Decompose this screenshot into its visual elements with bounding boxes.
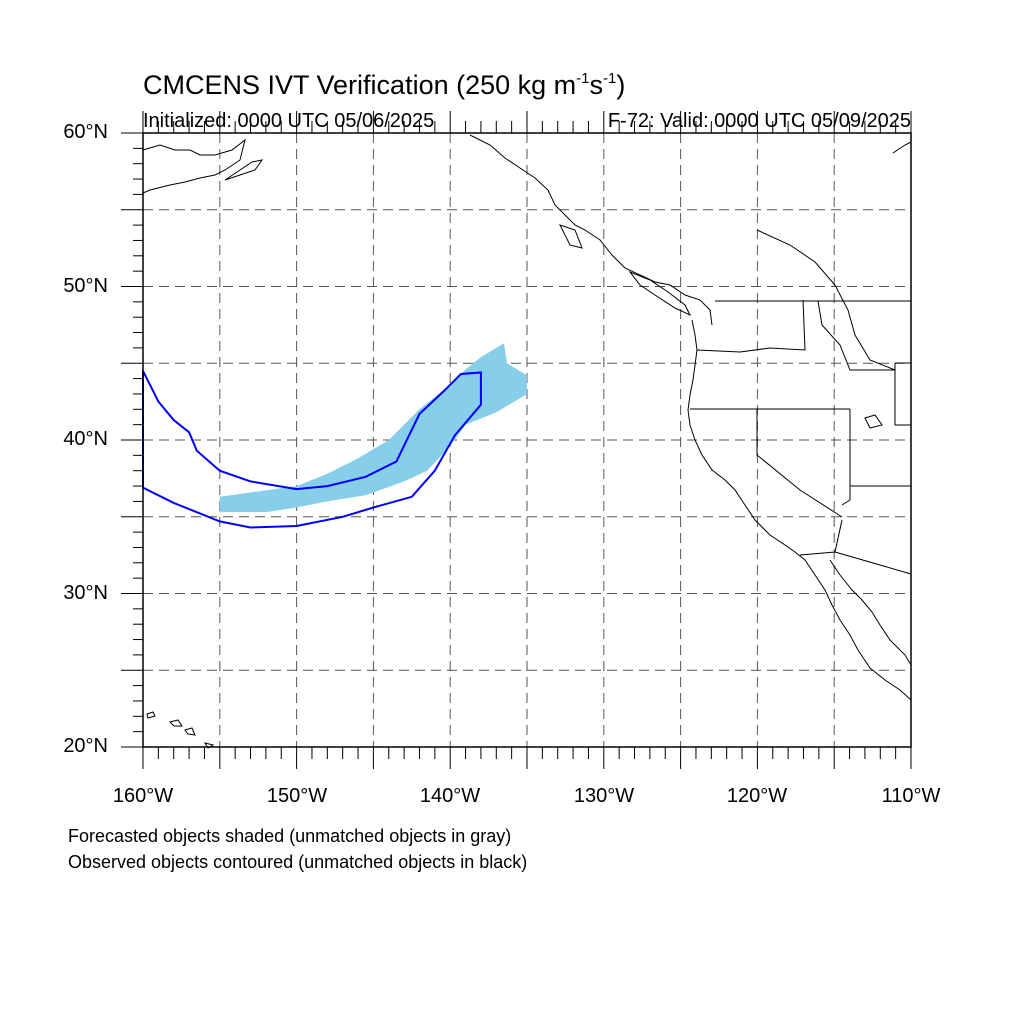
coastline-canada-northeast [892, 141, 912, 154]
title-end: ) [616, 70, 626, 100]
coastline-us-west [687, 319, 912, 701]
title-sup-2: -1 [603, 70, 617, 87]
subtitle-initialized: Initialized: 0000 UTC 05/06/2025 [143, 110, 435, 132]
title-mid: s [589, 70, 604, 100]
coastline-vancouver-island [628, 270, 692, 317]
map-frame [142, 132, 912, 748]
border-az-nm [834, 519, 843, 553]
coastline-alaska-islands [224, 159, 264, 181]
observed-object-contour [142, 370, 482, 529]
lat-label-60n: 60°N [63, 121, 108, 143]
lon-label-130w: 130°W [573, 785, 635, 807]
coastline-alaska [142, 138, 246, 194]
coastline-baja-gulf [829, 559, 912, 666]
coastlines-and-borders [142, 134, 912, 749]
border-nv-ut [841, 409, 851, 506]
lat-label-30n: 30°N [63, 582, 108, 604]
coastline-hawaii [146, 711, 215, 749]
border-wy [894, 362, 911, 426]
chart-title: CMCENS IVT Verification (250 kg m-1s-1) [143, 70, 625, 101]
coastline-alaska-southeast [469, 134, 713, 326]
border-id-mt [817, 300, 895, 371]
lat-label-50n: 50°N [63, 275, 108, 297]
lat-lon-grid [143, 133, 911, 747]
border-wa-or [696, 299, 806, 353]
lon-label-160w: 160°W [112, 785, 174, 807]
border-canada-interior [756, 229, 896, 371]
title-sup-1: -1 [576, 70, 590, 87]
ivt-objects [142, 343, 528, 529]
border-us-mexico [799, 551, 912, 575]
border-ca-nv [756, 409, 843, 518]
coastline-bc-islands [559, 224, 583, 249]
lon-label-110w: 110°W [881, 785, 941, 807]
title-text: CMCENS IVT Verification (250 kg m [143, 70, 577, 100]
lon-label-150w: 150°W [266, 785, 328, 807]
lon-label-140w: 140°W [419, 785, 481, 807]
coastline-great-salt-lake [864, 414, 883, 429]
lat-label-40n: 40°N [63, 428, 108, 450]
subtitle-valid: F-72: Valid: 0000 UTC 05/09/2025 [607, 110, 911, 132]
axis-ticks [121, 111, 912, 769]
lat-label-20n: 20°N [63, 735, 108, 757]
note-forecast: Forecasted objects shaded (unmatched obj… [68, 826, 512, 846]
note-observed: Observed objects contoured (unmatched ob… [68, 852, 528, 872]
lon-label-120w: 120°W [726, 785, 788, 807]
